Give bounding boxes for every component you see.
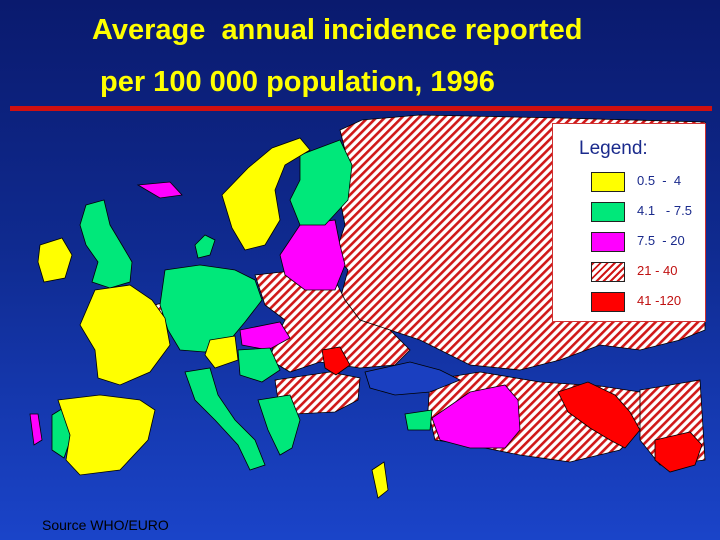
legend-swatch-green	[591, 202, 625, 222]
legend-item-21-40: 21 - 40	[591, 262, 705, 282]
legend-item-7.5-20: 7.5 - 20	[591, 232, 705, 252]
legend-label: 7.5 - 20	[637, 233, 685, 248]
region-norway-sweden	[221, 137, 311, 251]
region-malta	[371, 461, 389, 499]
region-georgia	[431, 384, 521, 449]
title-divider	[10, 106, 712, 111]
legend-label: 21 - 40	[637, 263, 678, 278]
region-hungary-green	[237, 347, 281, 383]
legend-label: 41 -120	[637, 293, 682, 308]
legend-title: Legend:	[579, 138, 648, 159]
region-italy	[184, 367, 266, 471]
region-finland	[289, 139, 353, 226]
legend-swatch-yellow	[591, 172, 625, 192]
source-note: Source WHO/EURO	[42, 517, 169, 533]
region-france	[79, 284, 171, 386]
region-iceland	[29, 413, 43, 446]
region-greece	[257, 394, 301, 456]
region-azerbaijan	[654, 431, 703, 473]
legend-item-4.1-7.5: 4.1 - 7.5	[591, 202, 705, 222]
legend-item-0.5-4: 0.5 - 4	[591, 172, 705, 192]
map-legend: Legend: 0.5 - 4 4.1 - 7.5 7.5 - 20 21 - …	[552, 123, 706, 322]
region-baltics	[279, 219, 346, 291]
region-ireland	[37, 237, 73, 283]
legend-swatch-magenta	[591, 232, 625, 252]
region-poland-east	[239, 321, 291, 351]
map-title-line-2: per 100 000 population, 1996	[100, 66, 495, 98]
region-moldova	[321, 346, 351, 376]
legend-label: 0.5 - 4	[637, 173, 682, 188]
region-uk	[79, 199, 133, 289]
region-norway-green	[194, 234, 216, 259]
legend-label: 4.1 - 7.5	[637, 203, 692, 218]
region-spain	[57, 394, 156, 476]
region-cyprus	[404, 409, 433, 431]
legend-swatch-hatched	[591, 262, 625, 282]
region-sweden-mag	[136, 181, 183, 199]
legend-item-41-120: 41 -120	[591, 292, 705, 312]
black-sea	[364, 361, 461, 396]
region-switzerland	[204, 335, 239, 369]
legend-swatch-red	[591, 292, 625, 312]
map-title-line-1: Average annual incidence reported	[92, 14, 583, 46]
region-caucasus-red	[557, 381, 641, 449]
